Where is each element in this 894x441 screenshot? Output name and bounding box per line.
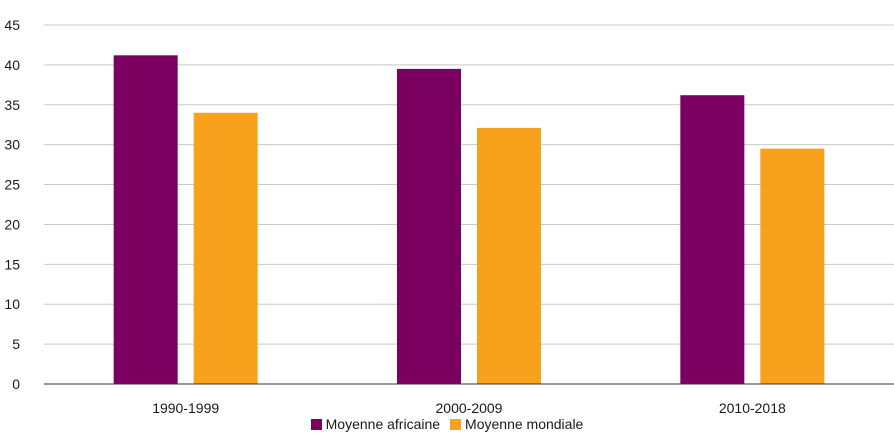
- y-tick-label: 5: [12, 336, 20, 352]
- y-tick-label: 45: [4, 17, 20, 33]
- x-tick-label: 1990-1999: [152, 400, 219, 416]
- y-tick-label: 35: [4, 97, 20, 113]
- legend-swatch-world: [450, 418, 462, 430]
- legend: Moyenne africaine Moyenne mondiale: [0, 414, 894, 434]
- y-tick-label: 40: [4, 57, 20, 73]
- bar-africa-2000-2009: [397, 68, 461, 384]
- axes: 0 5 10 15 20 25 30 35 40 45 1990-1999 2000-2009 2010…: [4, 17, 894, 416]
- bar-africa-1990-1999: [113, 55, 178, 385]
- y-tick-label: 30: [4, 137, 20, 153]
- legend-swatch-africa: [310, 418, 322, 430]
- legend-item-africa: Moyenne africaine: [310, 416, 441, 432]
- legend-label-africa: Moyenne africaine: [325, 416, 441, 432]
- y-tick-label: 20: [4, 216, 20, 232]
- x-tick-label: 2010-2018: [719, 400, 786, 416]
- y-tick-label: 25: [4, 177, 20, 193]
- bar-world-1990-1999: [193, 112, 258, 384]
- bar-world-2010-2018: [760, 148, 825, 384]
- bar-world-2000-2009: [477, 127, 541, 384]
- legend-item-world: Moyenne mondiale: [450, 416, 583, 432]
- x-tick-label: 2000-2009: [436, 400, 503, 416]
- y-tick-label: 10: [4, 296, 20, 312]
- gridlines: [44, 24, 894, 345]
- y-tick-label: 15: [4, 256, 20, 272]
- bar-africa-2010-2018: [680, 95, 745, 385]
- y-tick-label: 0: [12, 376, 20, 392]
- bars: [113, 55, 825, 385]
- legend-label-world: Moyenne mondiale: [465, 416, 584, 432]
